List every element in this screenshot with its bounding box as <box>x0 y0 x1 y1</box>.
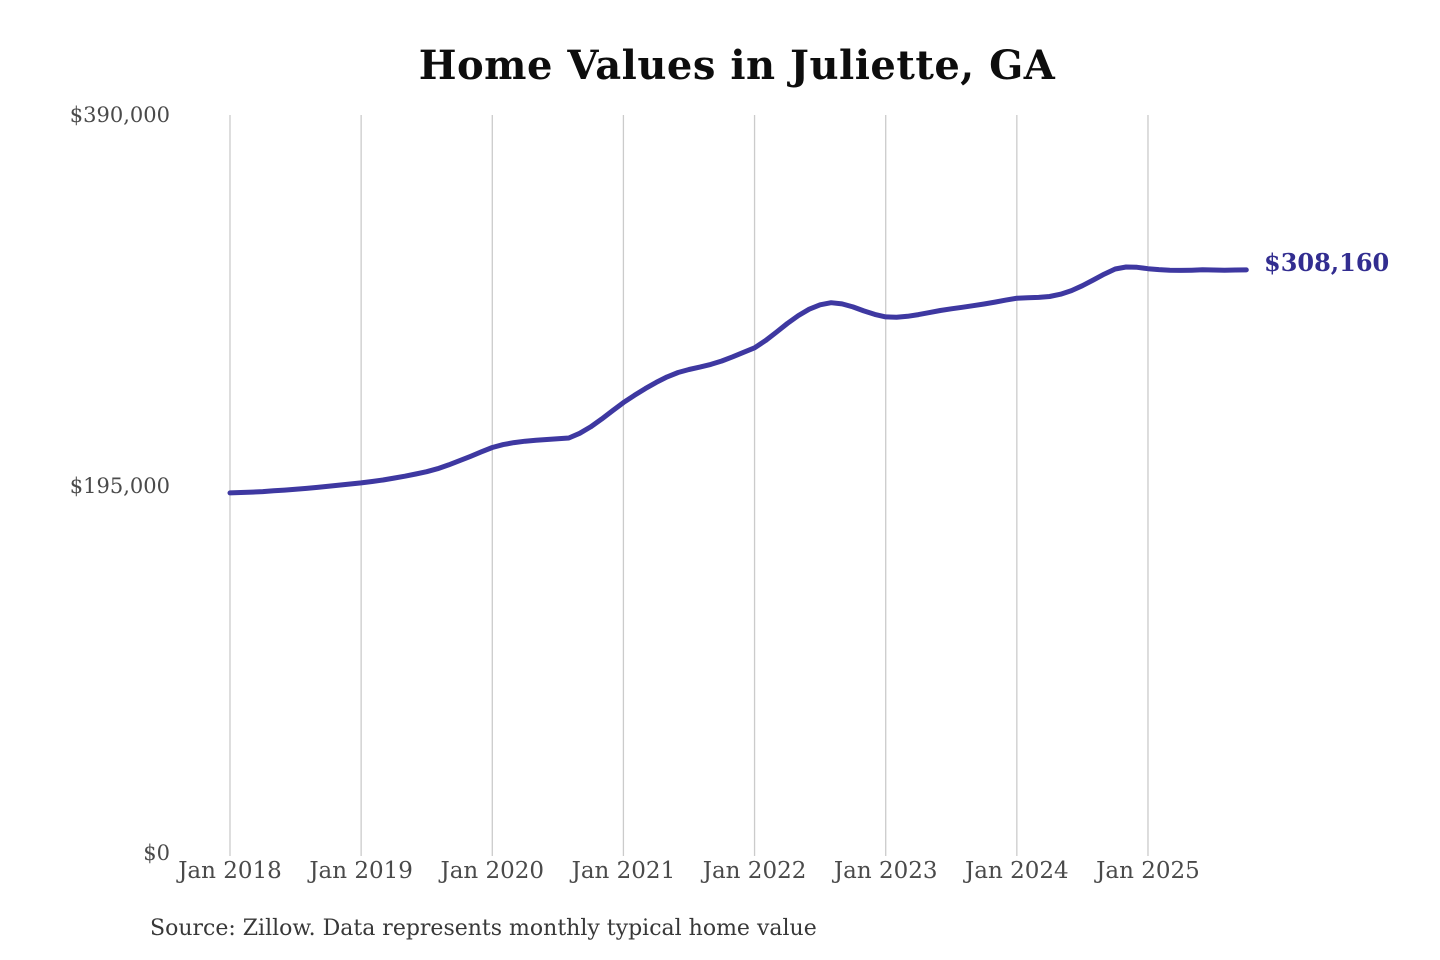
x-axis-tick-jan-2024: Jan 2024 <box>965 858 1069 884</box>
home-value-line <box>227 264 1249 496</box>
x-axis-tick-jan-2021: Jan 2021 <box>571 858 676 884</box>
source-note: Source: Zillow. Data represents monthly … <box>150 916 817 941</box>
x-axis-tick-jan-2020: Jan 2020 <box>440 858 545 884</box>
x-axis-tick-jan-2023: Jan 2023 <box>833 858 938 884</box>
x-axis-tick-jan-2022: Jan 2022 <box>702 858 807 884</box>
x-axis-tick-jan-2025: Jan 2025 <box>1096 858 1200 884</box>
chart-title: Home Values in Juliette, GA <box>418 42 1056 89</box>
y-axis-tick-195000: $195,000 <box>69 474 170 498</box>
x-axis-tick-jan-2018: Jan 2018 <box>178 858 282 884</box>
end-value-label: $308,160 <box>1264 248 1390 277</box>
x-axis-tick-jan-2019: Jan 2019 <box>309 858 413 884</box>
y-axis-tick-0: $0 <box>143 841 170 865</box>
y-axis-tick-390000: $390,000 <box>69 103 170 127</box>
